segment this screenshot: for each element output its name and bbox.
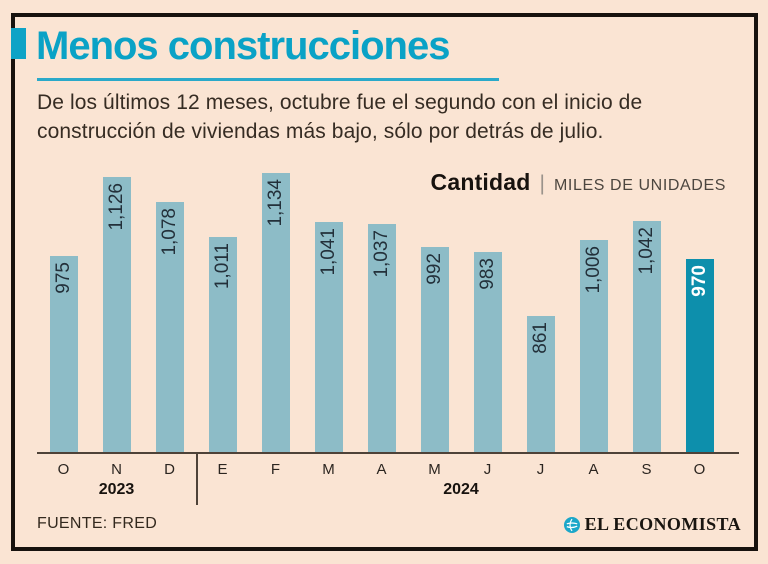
bar-value-label: 1,011	[212, 243, 233, 290]
brand-logo: EL ECONOMISTA	[563, 514, 741, 535]
bar-slot: 992	[408, 170, 461, 452]
subtitle-line-1: De los últimos 12 meses, octubre fue el …	[37, 91, 643, 114]
subtitle-line-2: construcción de viviendas más bajo, sólo…	[37, 120, 604, 143]
bar-value-label: 861	[530, 322, 551, 354]
x-axis-line	[37, 452, 739, 454]
bar-slot: 1,134	[249, 170, 302, 452]
chart-title-separator: |	[539, 172, 545, 195]
bar: 983	[473, 252, 502, 452]
bar-slot: 1,011	[196, 170, 249, 452]
bar-value-label: 970	[689, 265, 710, 297]
page-title: Menos construcciones	[36, 24, 450, 68]
bar-value-label: 1,006	[583, 246, 604, 294]
year-labels: 2023 2024	[37, 481, 726, 499]
x-axis-label: N	[111, 461, 122, 478]
bar-value-label: 1,126	[106, 183, 127, 231]
year-label: 2023	[98, 481, 135, 498]
bar-slot: 1,006	[567, 170, 620, 452]
year-label: 2024	[443, 481, 479, 498]
bar-slot: 983	[461, 170, 514, 452]
chart-units-label: MILES DE UNIDADES	[553, 177, 726, 194]
bar: 1,078	[155, 202, 184, 452]
bar: 1,006	[579, 240, 608, 452]
x-axis-label: M	[428, 461, 441, 478]
bar: 975	[49, 256, 78, 452]
x-axis-label: O	[693, 461, 706, 478]
chart-title: Cantidad	[430, 169, 531, 195]
bar-slot: 970	[673, 170, 726, 452]
bar: 861	[526, 316, 555, 452]
brand-name: EL ECONOMISTA	[584, 514, 741, 534]
bar-value-label: 1,134	[265, 179, 286, 227]
subtitle: De los últimos 12 meses, octubre fue el …	[37, 88, 743, 146]
bar-slot: 1,042	[620, 170, 673, 452]
bar-slot: 1,037	[355, 170, 408, 452]
bar: 1,011	[208, 237, 237, 452]
chart-header: Cantidad | MILES DE UNIDADES	[431, 169, 726, 196]
bar: 1,126	[102, 177, 131, 452]
bar: 1,037	[367, 224, 396, 452]
bar-value-label: 1,041	[318, 228, 339, 276]
el-economista-icon	[563, 516, 580, 533]
bar: 1,134	[261, 173, 290, 452]
bar: 1,042	[632, 221, 661, 452]
year-divider-line	[196, 454, 198, 505]
x-axis-label: M	[322, 461, 335, 478]
x-axis-label: A	[588, 461, 599, 478]
bar-value-label: 1,037	[371, 230, 392, 278]
x-axis-label: F	[270, 461, 281, 478]
x-axis-label: O	[57, 461, 70, 478]
x-axis-label: S	[641, 461, 652, 478]
bar-slot: 861	[514, 170, 567, 452]
bar-value-label: 983	[477, 258, 498, 290]
bar-value-label: 1,078	[159, 208, 180, 256]
bar-slot: 1,078	[143, 170, 196, 452]
title-accent-square	[11, 28, 26, 59]
bar: 992	[420, 247, 449, 452]
bar-chart: 975 1,126 1,078 1,011 1,134 1,041 1,037 992 983 8…	[37, 170, 726, 452]
bar-value-label: 975	[53, 262, 74, 294]
source-label: FUENTE: FRED	[37, 515, 158, 532]
x-axis-label: A	[376, 461, 387, 478]
bar: 1,041	[314, 222, 343, 452]
x-axis-label: D	[164, 461, 175, 478]
bar-slot: 975	[37, 170, 90, 452]
x-axis-label: J	[483, 461, 492, 478]
infographic-frame: Menos construcciones De los últimos 12 m…	[11, 13, 758, 551]
bar-value-label: 992	[424, 253, 445, 285]
title-underline	[37, 78, 499, 81]
bar-slot: 1,041	[302, 170, 355, 452]
x-axis-label: J	[536, 461, 545, 478]
bar: 970	[685, 259, 714, 452]
bar-value-label: 1,042	[636, 227, 657, 275]
x-axis-label: E	[217, 461, 228, 478]
bar-slot: 1,126	[90, 170, 143, 452]
